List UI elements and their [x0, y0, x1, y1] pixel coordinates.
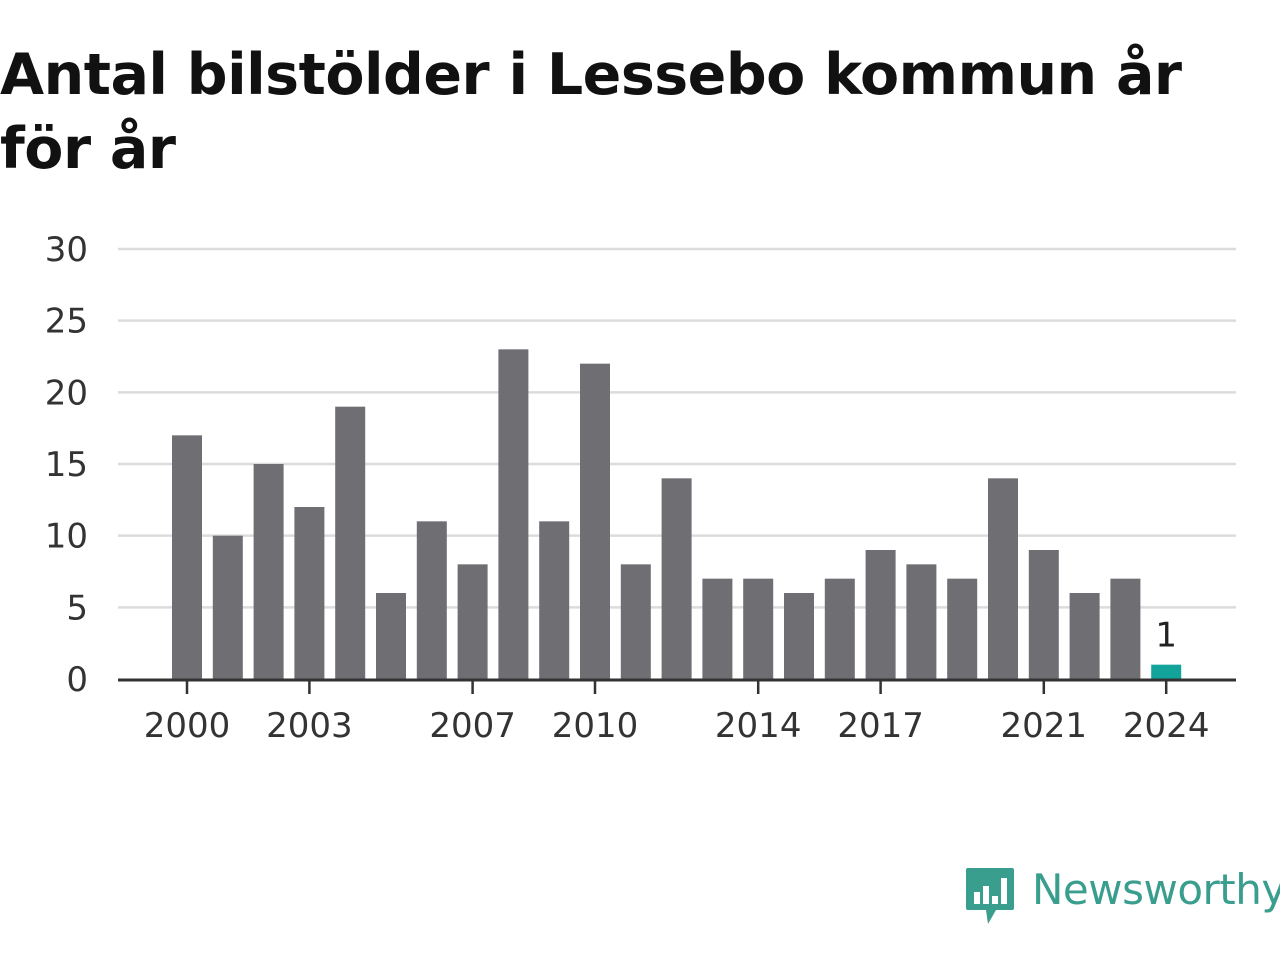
x-tick-label: 2014: [715, 706, 802, 746]
x-tick-label: 2024: [1123, 706, 1210, 746]
bar-chart: 0 5 10 15 20 25 30 2000 2003 2007 2010 2014 2017 202…: [45, 230, 1236, 746]
bar-2012: [661, 478, 692, 679]
y-tick-label: 5: [66, 588, 88, 628]
newsworthy-brand: Newsworthy: [964, 864, 1280, 928]
bars: [172, 349, 1182, 679]
x-axis: [118, 678, 1236, 694]
bar-2017: [865, 550, 896, 679]
bar-2006: [416, 521, 447, 679]
data-labels: 1: [1155, 616, 1177, 656]
bar-2016: [824, 578, 855, 679]
y-tick-label: 20: [45, 373, 88, 413]
chart-title: Antal bilstölder i Lessebo kommun år för…: [0, 42, 1182, 182]
newsworthy-logo-icon: [966, 868, 1014, 924]
data-label: 1: [1155, 616, 1177, 656]
bar-2005: [376, 593, 406, 679]
bar-2002: [253, 464, 284, 679]
x-tick-label: 2000: [144, 706, 231, 746]
bar-2007: [457, 564, 488, 679]
bar-2011: [620, 564, 651, 679]
bar-2024: [1151, 664, 1182, 679]
bar-2015: [784, 593, 814, 679]
bar-2010: [580, 363, 610, 679]
y-tick-label: 15: [45, 445, 88, 485]
x-axis-labels: 2000 2003 2007 2010 2014 2017 2021 2024: [144, 706, 1210, 746]
bar-2022: [1069, 593, 1100, 679]
bar-2009: [539, 521, 570, 679]
bar-2003: [294, 507, 325, 679]
x-tick-label: 2010: [552, 706, 639, 746]
bar-2023: [1110, 578, 1141, 679]
bar-2008: [498, 349, 529, 679]
brand-name: Newsworthy: [1032, 865, 1280, 914]
x-tick-label: 2007: [429, 706, 516, 746]
bar-2020: [988, 478, 1018, 679]
y-tick-label: 10: [45, 517, 88, 557]
bar-2000: [172, 435, 202, 679]
y-tick-label: 30: [45, 230, 88, 270]
bar-2019: [947, 578, 978, 679]
y-axis-labels: 0 5 10 15 20 25 30: [45, 230, 88, 700]
bar-2004: [335, 406, 366, 679]
bar-2001: [212, 535, 243, 679]
bar-2013: [702, 578, 733, 679]
bar-2014: [743, 578, 774, 679]
x-tick-label: 2017: [837, 706, 924, 746]
y-tick-label: 25: [45, 302, 88, 342]
y-tick-label: 0: [66, 660, 88, 700]
x-tick-label: 2003: [266, 706, 353, 746]
bar-2018: [906, 564, 937, 679]
bar-2021: [1028, 550, 1059, 679]
x-tick-label: 2021: [1001, 706, 1088, 746]
